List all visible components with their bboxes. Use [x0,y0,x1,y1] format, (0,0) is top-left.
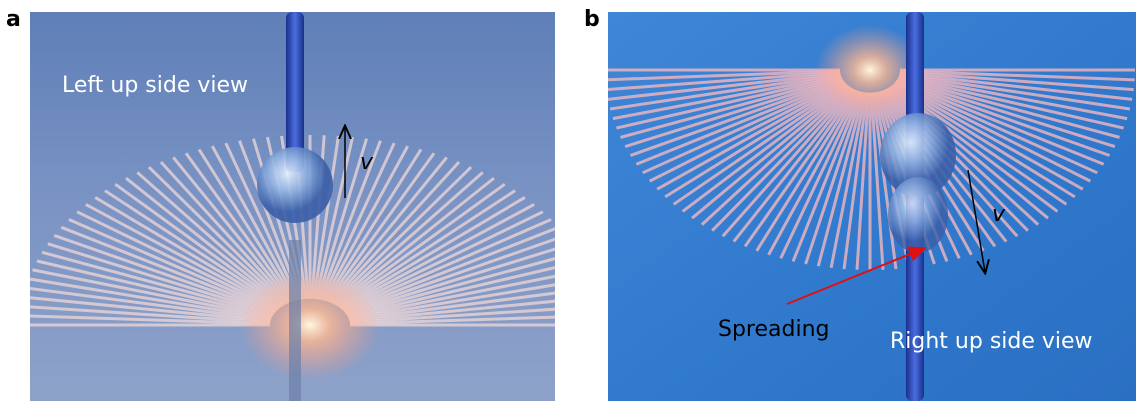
caption: Right up side view [890,329,1093,354]
needle-reflection [289,240,301,401]
photo-a: Left up side view v [20,12,600,401]
panel-label: b [584,7,600,32]
velocity-label: v [992,202,1006,227]
droplet [257,147,333,223]
caption: Left up side view [62,73,248,98]
figure: a b Left up side view v v Spreading Righ… [0,0,1136,401]
photo-b: v Spreading Right up side view [605,12,1136,401]
glow [240,270,380,380]
droplet [888,177,948,253]
annotation: Spreading [718,317,830,342]
panel-label: a [6,7,21,32]
velocity-label: v [360,150,374,175]
